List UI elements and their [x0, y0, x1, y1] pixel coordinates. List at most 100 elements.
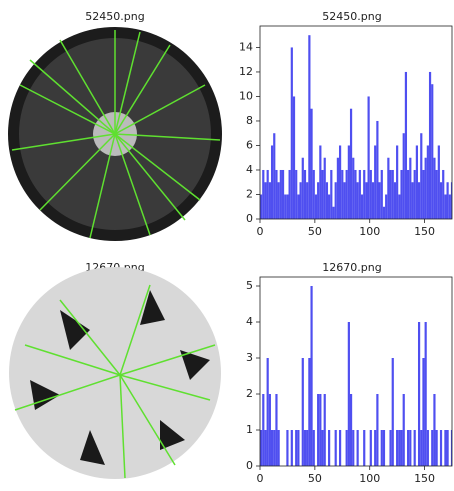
bar [319, 394, 322, 466]
bar [382, 206, 386, 219]
bar [385, 194, 388, 219]
bar [396, 430, 399, 466]
bar [400, 169, 403, 219]
bar [284, 194, 287, 219]
bar [417, 322, 421, 466]
bar [275, 394, 278, 466]
bar [422, 169, 425, 219]
bar [371, 182, 375, 219]
bar [426, 145, 429, 219]
bar [306, 430, 309, 466]
bar [420, 133, 423, 219]
bar [321, 430, 324, 466]
bar [442, 169, 445, 219]
bar [290, 47, 293, 219]
bar [303, 430, 307, 466]
bar [288, 169, 291, 219]
y-tick-label: 4 [246, 315, 253, 328]
bar [268, 394, 271, 466]
bar [338, 145, 342, 219]
bar [365, 182, 368, 219]
bar [273, 133, 276, 219]
y-tick-label: 3 [246, 351, 253, 364]
bar [374, 145, 377, 219]
bar [297, 430, 300, 466]
axes-frame [259, 25, 453, 220]
bar [422, 358, 425, 466]
bar [312, 430, 315, 466]
bar [444, 194, 447, 219]
bar [446, 182, 449, 219]
y-tick-label: 0 [246, 459, 253, 472]
bar [286, 194, 289, 219]
bar [369, 430, 372, 466]
bar [387, 157, 390, 219]
bar [356, 430, 359, 466]
bar [308, 35, 311, 219]
bar [266, 169, 269, 219]
y-tick-label: 12 [239, 65, 253, 78]
bar [273, 430, 276, 466]
bar [354, 169, 357, 219]
bar [277, 430, 280, 466]
bar [325, 182, 329, 219]
bar [262, 169, 265, 219]
bar [433, 157, 436, 219]
bar [382, 430, 386, 466]
bar [389, 430, 392, 466]
image-title: 52450.png [85, 10, 144, 23]
bar [279, 169, 282, 219]
bar [319, 145, 322, 219]
bar [334, 182, 337, 219]
bar [435, 169, 438, 219]
x-tick-label: 50 [308, 472, 322, 485]
bar [400, 430, 403, 466]
wheel-image [8, 267, 222, 479]
bar [332, 206, 335, 219]
bar [334, 430, 337, 466]
bar [389, 169, 392, 219]
bar [312, 169, 315, 219]
x-tick-label: 100 [359, 225, 380, 238]
y-tick-label: 6 [246, 138, 253, 151]
bar [270, 145, 274, 219]
bar [317, 394, 320, 466]
bar [321, 169, 324, 219]
bar [450, 182, 452, 219]
bars [260, 35, 452, 219]
bar [437, 145, 440, 219]
bar [299, 182, 302, 219]
bar [424, 322, 427, 466]
bar [347, 322, 350, 466]
bar [391, 169, 394, 219]
bar [409, 430, 412, 466]
bar [428, 71, 432, 219]
bar [439, 430, 443, 466]
bar [431, 430, 434, 466]
x-tick-label: 0 [257, 225, 264, 238]
bar [409, 157, 412, 219]
bar [417, 182, 421, 219]
bar [260, 430, 263, 466]
bar [444, 430, 447, 466]
y-tick-label: 10 [239, 89, 253, 102]
bar [369, 169, 372, 219]
bar [398, 194, 401, 219]
bar [424, 157, 427, 219]
bar [275, 169, 278, 219]
bar [352, 157, 355, 219]
bar [376, 120, 379, 219]
x-tick-label: 50 [308, 225, 322, 238]
bar [446, 430, 449, 466]
bar [292, 96, 296, 219]
bar [404, 71, 408, 219]
bar [374, 430, 377, 466]
chart-title: 52450.png [322, 10, 381, 23]
bar [349, 108, 353, 219]
bar [303, 169, 307, 219]
bar [264, 182, 267, 219]
bar [260, 194, 263, 219]
bar [391, 358, 394, 466]
bars [260, 286, 452, 466]
